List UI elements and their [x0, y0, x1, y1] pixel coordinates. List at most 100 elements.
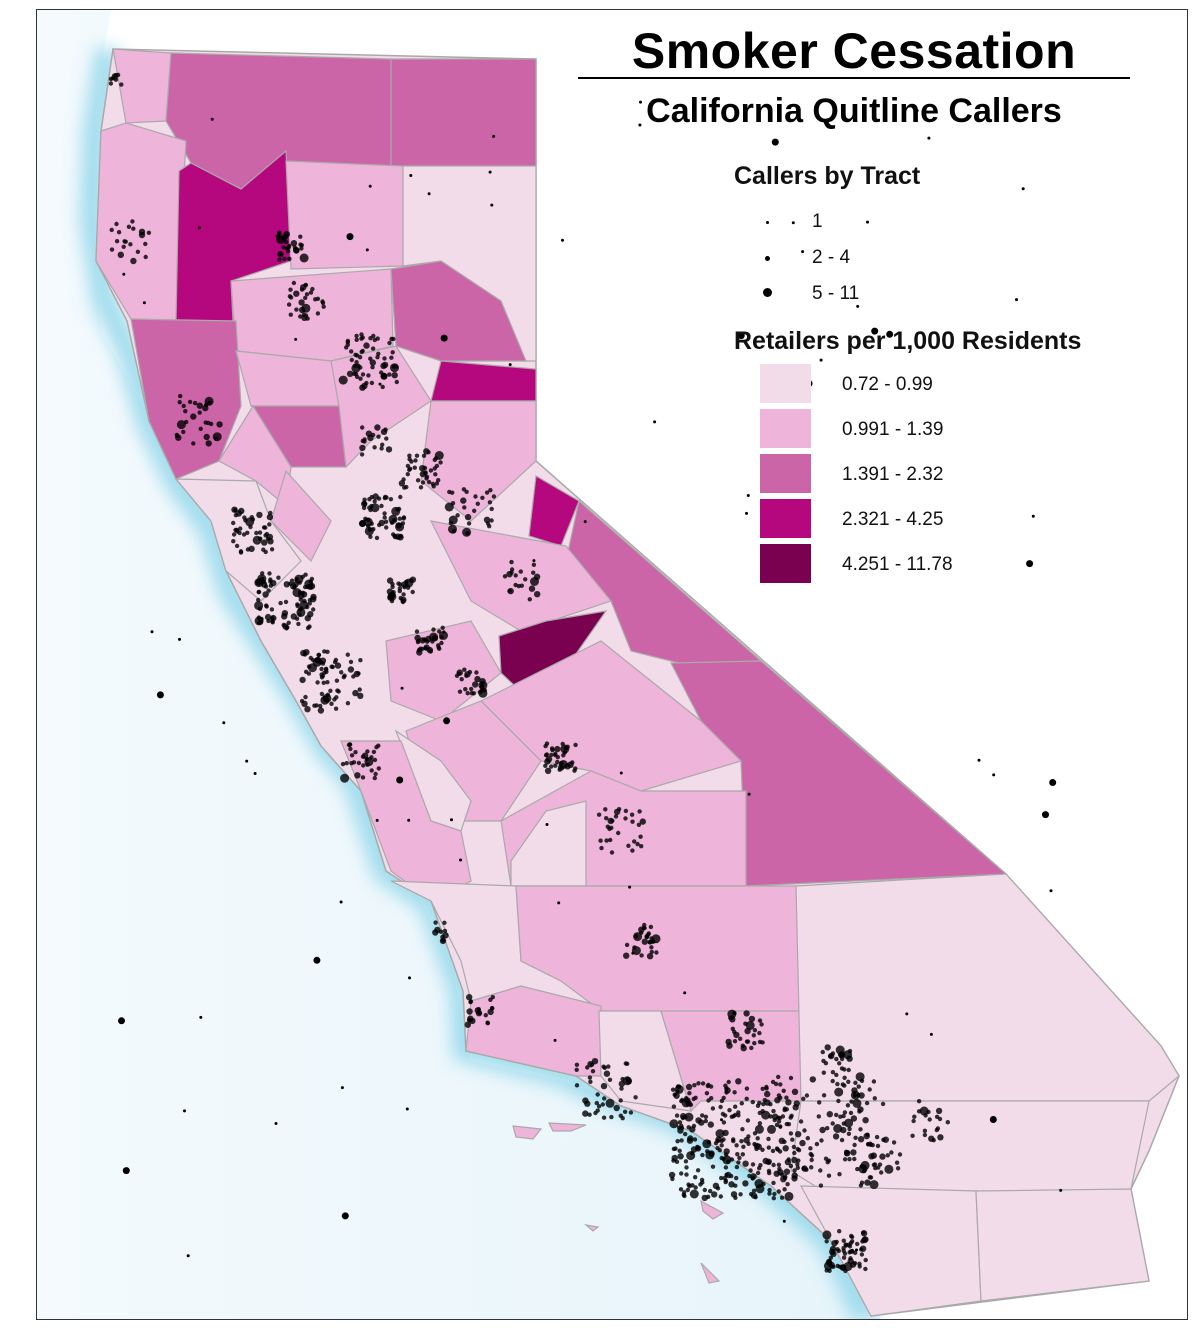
caller-dot — [767, 1191, 772, 1196]
large-dot-symbol — [763, 288, 772, 297]
caller-dot — [630, 819, 635, 824]
caller-dot — [905, 1012, 909, 1016]
caller-dot — [528, 585, 536, 592]
caller-dot — [852, 1156, 857, 1162]
caller-dot — [919, 1106, 929, 1116]
caller-dot — [922, 1132, 928, 1138]
caller-dot — [257, 530, 263, 535]
caller-dot — [837, 1061, 842, 1066]
caller-dot — [937, 1134, 944, 1141]
caller-dot — [428, 649, 433, 654]
caller-dot — [549, 746, 555, 751]
caller-dot — [249, 515, 254, 520]
caller-dot — [841, 1113, 846, 1119]
caller-dot — [276, 575, 281, 580]
caller-dot — [841, 1238, 846, 1243]
caller-dot — [181, 403, 186, 409]
caller-dot — [298, 234, 303, 239]
caller-dot — [555, 759, 560, 765]
caller-dot — [463, 687, 468, 692]
caller-dot — [573, 742, 578, 748]
caller-dot — [754, 1124, 764, 1134]
caller-dot — [257, 606, 263, 611]
caller-dot — [830, 1078, 835, 1084]
caller-dot — [613, 1104, 620, 1112]
caller-dot — [929, 1032, 933, 1036]
caller-dot — [268, 577, 273, 582]
caller-dot — [874, 1134, 880, 1140]
caller-dot — [264, 613, 272, 621]
caller-dot — [416, 648, 422, 653]
caller-dot — [462, 667, 467, 672]
caller-dot — [795, 1146, 800, 1152]
caller-dot — [598, 838, 603, 843]
caller-dot — [509, 567, 515, 572]
caller-dot — [734, 1164, 740, 1170]
caller-dot — [389, 336, 394, 342]
caller-dot — [679, 1138, 684, 1143]
caller-dot — [369, 380, 375, 386]
caller-dot — [418, 485, 424, 490]
caller-dot — [489, 1005, 495, 1011]
caller-dot — [293, 247, 300, 254]
caller-dot — [729, 1173, 734, 1179]
caller-dot — [677, 1120, 683, 1125]
caller-dot — [419, 465, 426, 472]
caller-dot — [818, 1183, 824, 1188]
caller-dot — [691, 1123, 697, 1129]
caller-dot — [801, 250, 805, 254]
caller-dot — [450, 818, 453, 822]
caller-dot — [383, 519, 389, 524]
caller-dot — [533, 573, 541, 580]
caller-dot — [866, 220, 869, 224]
caller-dot — [108, 76, 114, 82]
caller-dot — [723, 1178, 728, 1183]
caller-dot — [553, 751, 558, 757]
caller-dot — [743, 1021, 748, 1026]
caller-dot — [267, 522, 272, 527]
caller-dot — [786, 1122, 792, 1127]
caller-dot — [609, 1114, 614, 1120]
caller-dot — [596, 1104, 602, 1109]
caller-dot — [293, 290, 300, 297]
caller-dot — [372, 499, 377, 504]
caller-dot — [306, 671, 312, 676]
caller-dot — [238, 526, 243, 531]
caller-dot — [868, 1141, 873, 1146]
caller-dot — [294, 616, 300, 621]
caller-dot — [684, 1172, 689, 1177]
caller-dot — [313, 956, 321, 964]
caller-dot — [740, 1043, 745, 1048]
caller-dot — [785, 1099, 792, 1106]
caller-dot — [891, 1140, 897, 1145]
caller-dot — [846, 1079, 851, 1085]
caller-dot — [487, 524, 492, 529]
caller-dot — [849, 1099, 854, 1104]
caller-dot — [260, 576, 265, 582]
caller-dot — [945, 1120, 950, 1125]
map-subtitle: California Quitline Callers — [646, 92, 1062, 130]
caller-dot — [303, 694, 308, 700]
caller-dot — [772, 1191, 777, 1197]
caller-dot — [748, 1168, 753, 1173]
caller-dot — [712, 1182, 720, 1190]
caller-dot — [822, 1230, 832, 1240]
caller-dot — [700, 1081, 706, 1086]
caller-dot — [838, 1114, 843, 1119]
caller-dot — [305, 625, 311, 631]
caller-dot — [607, 1077, 613, 1083]
caller-dot — [760, 1040, 765, 1045]
caller-dot — [342, 673, 347, 678]
caller-dot — [321, 680, 326, 685]
california-map — [37, 10, 1180, 1319]
caller-dot — [613, 808, 621, 816]
caller-dot — [360, 754, 366, 759]
caller-dot — [360, 372, 366, 377]
caller-dot — [595, 1092, 600, 1097]
caller-dot — [532, 559, 536, 563]
caller-dot — [549, 752, 554, 758]
caller-dot — [261, 539, 268, 546]
caller-dot — [620, 1076, 625, 1082]
caller-dot — [671, 1158, 676, 1163]
caller-dot — [841, 1255, 847, 1260]
